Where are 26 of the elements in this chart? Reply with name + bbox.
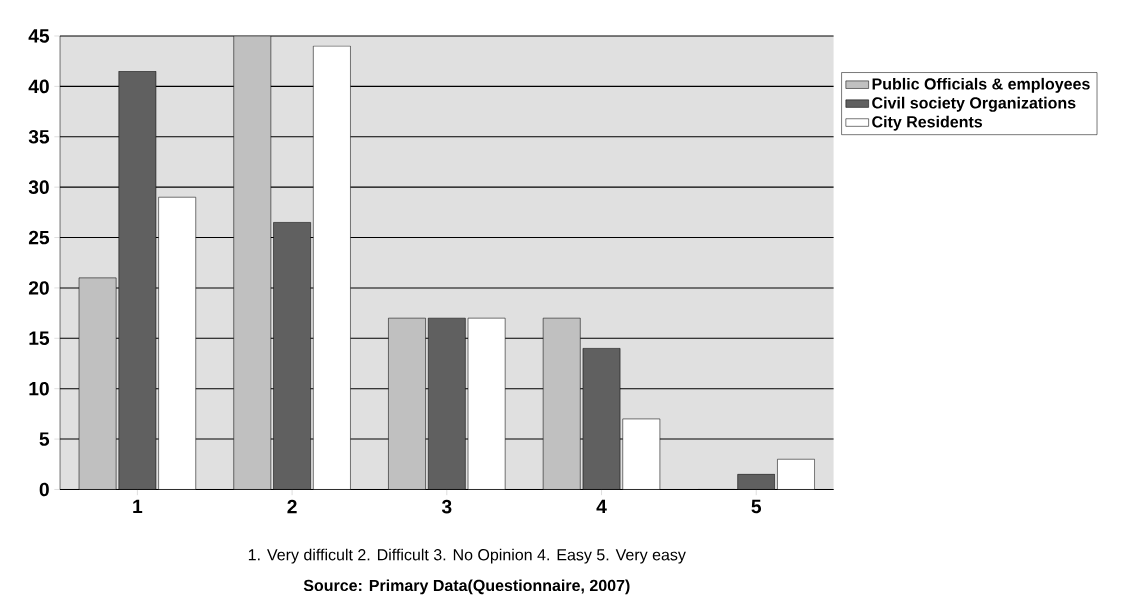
source-note: Source: Primary Data(Questionnaire, 2007) bbox=[303, 579, 630, 595]
bar bbox=[79, 277, 117, 490]
text: 1. Very difficult 2. Difficult 3. No Opinion 4. Easy 5. Very easy bbox=[248, 548, 686, 564]
legend-label: Civil society Organizations bbox=[872, 96, 1076, 112]
x-tick-label: 2 bbox=[287, 499, 297, 514]
bar bbox=[777, 458, 815, 490]
y-tick-label: 35 bbox=[28, 129, 50, 144]
legend-label: City Residents bbox=[872, 115, 983, 131]
x-tick-label: 1 bbox=[133, 499, 143, 514]
y-tick-label: 30 bbox=[28, 180, 49, 194]
y-tick-label: 10 bbox=[29, 381, 49, 396]
y-tick-label: 5 bbox=[39, 432, 50, 446]
y-tick-label: 20 bbox=[28, 281, 49, 295]
y-tick-label: 15 bbox=[29, 331, 50, 345]
bar bbox=[543, 318, 581, 490]
x-tick-label: 3 bbox=[441, 499, 452, 514]
y-tick-label: 25 bbox=[28, 230, 50, 245]
bar bbox=[388, 318, 426, 490]
bar bbox=[737, 474, 776, 490]
y-tick-label: 0 bbox=[39, 482, 49, 497]
y-tick-label: 45 bbox=[28, 29, 50, 43]
x-tick-label: 4 bbox=[596, 499, 607, 514]
bar bbox=[233, 35, 271, 490]
x-tick-label: 5 bbox=[751, 499, 762, 514]
legend-label: Public Officials & employees bbox=[872, 77, 1090, 93]
y-tick-label: 40 bbox=[28, 79, 49, 94]
